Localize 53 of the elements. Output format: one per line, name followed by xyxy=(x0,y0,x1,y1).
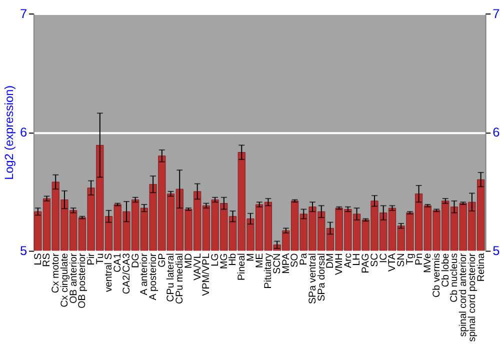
x-tick-label: Cb vermis xyxy=(431,253,442,298)
x-tick-label: A anterior xyxy=(139,252,150,296)
x-tick-label: Pn xyxy=(414,253,425,266)
x-tick-label: RS xyxy=(42,252,53,267)
y2-tick-label: 7 xyxy=(492,6,500,21)
x-tick-label: SC xyxy=(369,253,380,267)
x-tick-label: SPa ventral xyxy=(307,253,318,304)
x-tick-label: SCN xyxy=(272,253,284,274)
x-tick-label: CPu medial xyxy=(174,253,186,304)
x-tick-label: Tg xyxy=(404,253,416,265)
x-tick-label: Cx cingulate xyxy=(59,252,70,308)
y-tick-label: 6 xyxy=(20,124,28,140)
x-tick-label: SO xyxy=(290,252,301,268)
x-tick-label: spinal cord anterior xyxy=(458,252,470,337)
x-tick-label: spinal cord posterior xyxy=(466,252,478,342)
x-tick-label: DM xyxy=(325,253,336,269)
x-tick-label: MVe xyxy=(422,252,434,273)
x-tick-label: LG xyxy=(210,253,222,266)
x-tick-label: PAG xyxy=(360,253,372,274)
x-tick-label: Hb xyxy=(228,252,239,266)
x-tick-label: CA1 xyxy=(112,253,124,272)
x-tick-label: Retina xyxy=(476,252,487,282)
x-tick-label: ventral S xyxy=(104,252,115,292)
x-tick-label: Pituitary xyxy=(263,253,274,289)
x-tick-label: GP xyxy=(156,252,168,268)
x-tick-label: OB posterior xyxy=(77,252,88,308)
x-tick-label: VPM/VPL xyxy=(201,252,212,296)
x-tick-label: MD xyxy=(183,253,194,269)
x-tick-label: Cb nucleus xyxy=(449,253,460,302)
y2-tick-label: 5 xyxy=(492,243,500,258)
x-tick-label: M xyxy=(245,253,256,262)
y-axis-title: Log2 (expression) xyxy=(2,85,16,180)
x-tick-label: SN xyxy=(396,253,408,267)
y-tick-label: 5 xyxy=(20,243,28,258)
x-tick-label: CA2/CA3 xyxy=(121,252,132,294)
x-tick-label: MPA xyxy=(280,252,292,274)
x-tick-label: Tu xyxy=(94,253,106,264)
x-tick-label: VMH xyxy=(334,253,346,276)
x-tick-label: DG xyxy=(130,253,142,268)
x-tick-label: LH xyxy=(352,253,363,266)
x-tick-label: ME xyxy=(254,252,266,268)
x-tick-label: SPa dorsal xyxy=(316,253,328,302)
x-tick-label: VTA xyxy=(387,252,398,272)
x-tick-label: Cb lobe xyxy=(440,252,452,288)
x-tick-label: Arc xyxy=(342,253,354,268)
x-tick-label: A posterior xyxy=(148,252,160,300)
x-tick-label: IC xyxy=(378,253,390,264)
y-tick-label: 7 xyxy=(20,6,28,21)
x-tick-label: Pineal xyxy=(236,253,248,281)
x-tick-label: Pir xyxy=(86,252,97,266)
x-tick-label: LS xyxy=(32,252,44,266)
y2-tick-label: 6 xyxy=(492,124,500,140)
x-tick-label: OB anterior xyxy=(68,252,80,304)
